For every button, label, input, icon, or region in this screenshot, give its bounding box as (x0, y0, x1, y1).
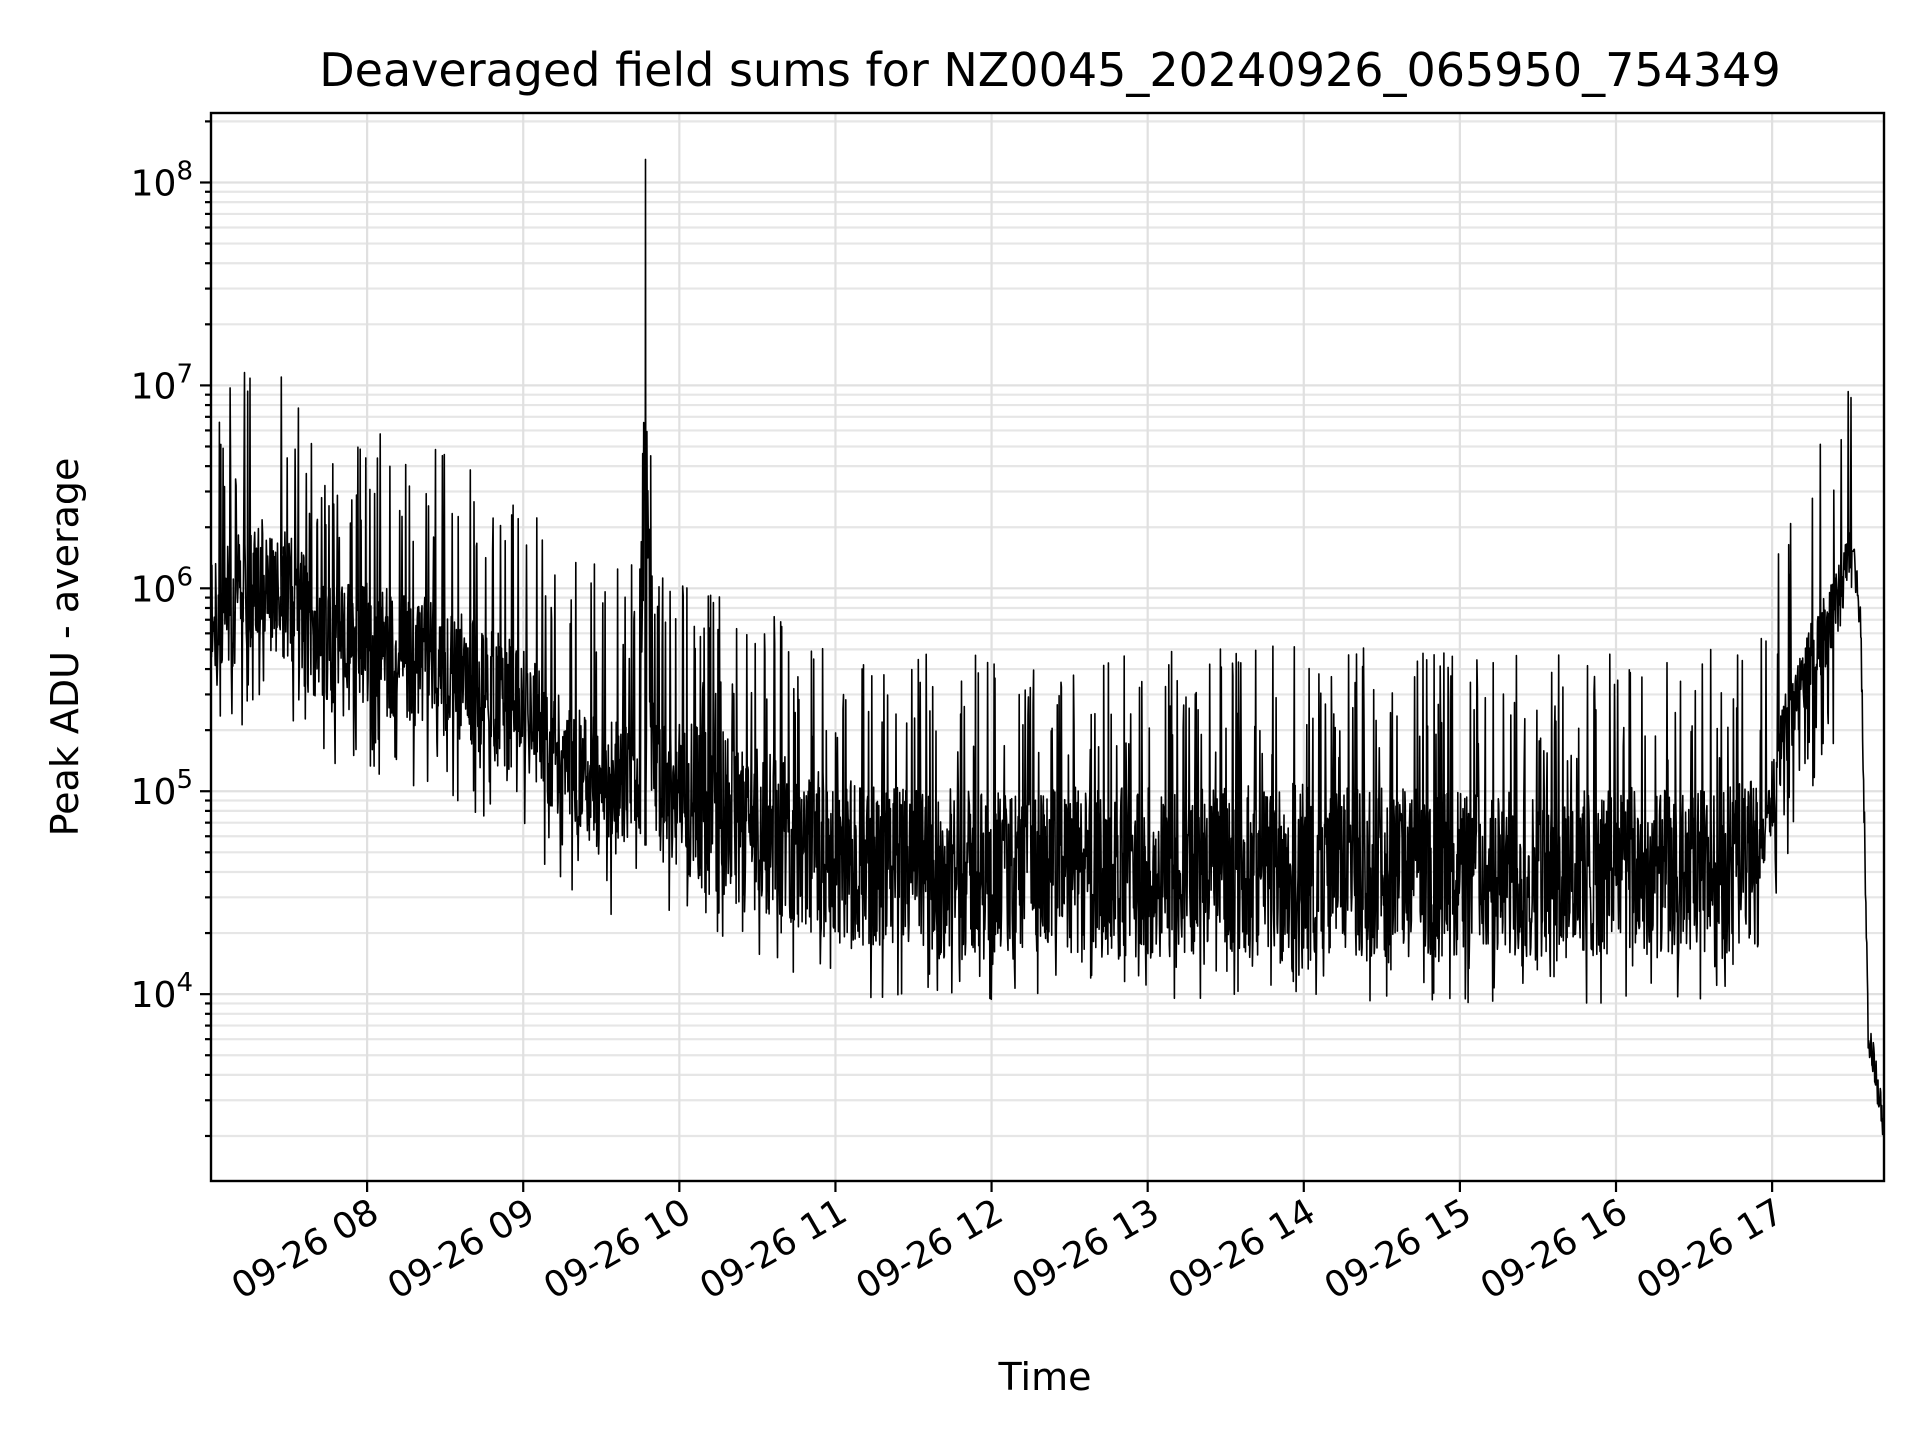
x-tick-label: 09-26 09 (381, 1191, 542, 1307)
x-tick-label: 09-26 11 (693, 1191, 854, 1307)
x-tick-label: 09-26 15 (1318, 1191, 1479, 1307)
x-tick-label: 09-26 14 (1162, 1191, 1323, 1307)
plot-frame (209, 111, 1886, 1183)
y-ticks: 104 105 106 107 108 (131, 120, 211, 1138)
x-tick-label: 09-26 10 (537, 1191, 698, 1307)
y-tick-label: 106 (131, 562, 193, 610)
chart-title: Deaveraged field sums for NZ0045_2024092… (319, 43, 1780, 97)
x-tick-label: 09-26 13 (1005, 1191, 1166, 1307)
y-axis-label: Peak ADU - average (43, 458, 87, 837)
y-tick-label: 108 (131, 156, 193, 204)
x-tick-label: 09-26 17 (1630, 1191, 1791, 1307)
x-tick-label: 09-26 16 (1474, 1191, 1635, 1307)
series-line (210, 158, 1885, 1136)
x-tick-label: 09-26 08 (225, 1191, 386, 1307)
x-tick-label: 09-26 12 (849, 1191, 1010, 1307)
y-tick-label: 104 (131, 968, 193, 1016)
x-axis-label: Time (998, 1355, 1092, 1399)
y-tick-label: 105 (131, 765, 193, 813)
y-tick-label: 107 (131, 359, 193, 407)
series-layer (210, 158, 1885, 1136)
